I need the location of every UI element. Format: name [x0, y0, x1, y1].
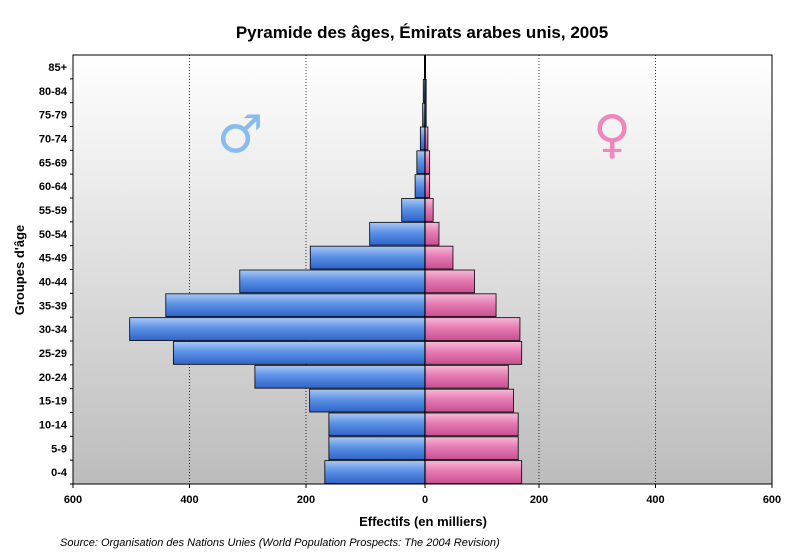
age-group-label: 55-59: [39, 205, 67, 217]
age-group-label: 0-4: [51, 467, 68, 479]
y-axis-label: Groupes d'âge: [12, 225, 27, 316]
female-bar-60-64: [424, 174, 431, 198]
chart-title: Pyramide des âges, Émirats arabes unis, …: [236, 23, 608, 42]
female-bar-5-9: [424, 436, 519, 461]
x-tick-label: 400: [646, 494, 664, 506]
age-group-label: 75-79: [39, 110, 67, 122]
male-bar-45-49: [309, 245, 426, 270]
male-bar-25-29: [172, 341, 426, 365]
female-bar-45-49: [424, 245, 454, 270]
age-group-label: 65-69: [39, 157, 67, 169]
age-group-label: 25-29: [39, 348, 67, 360]
female-symbol-icon: ♀: [593, 105, 631, 165]
male-bar-50-54: [369, 221, 426, 246]
male-symbol-icon: ♂: [217, 105, 264, 165]
male-bar-70-74: [419, 126, 426, 151]
x-tick-label: 400: [180, 494, 198, 506]
female-bar-15-19: [424, 388, 514, 413]
grid-lines: [189, 55, 656, 484]
x-tick-label: 600: [64, 494, 82, 506]
age-group-label: 50-54: [39, 229, 68, 241]
male-bar-15-19: [309, 388, 426, 413]
male-bar-10-14: [328, 412, 426, 437]
x-tick-label: 200: [530, 494, 548, 506]
age-group-label: 15-19: [39, 396, 67, 408]
male-bar-35-39: [165, 293, 426, 318]
male-bar-60-64: [414, 174, 426, 198]
source-note: Source: Organisation des Nations Unies (…: [60, 537, 500, 549]
age-group-label: 85+: [48, 62, 67, 74]
female-bar-20-24: [424, 364, 509, 389]
age-group-label: 45-49: [39, 253, 67, 265]
male-bar-0-4: [324, 460, 426, 484]
female-bar-30-34: [424, 317, 521, 341]
x-axis-ticks: 600 400 200 0 200 400 600: [64, 484, 781, 506]
age-group-label: 10-14: [39, 419, 68, 431]
age-group-label: 60-64: [39, 181, 68, 193]
female-bar-65-69: [424, 150, 431, 175]
x-tick-label: 600: [763, 494, 781, 506]
female-bar-55-59: [424, 198, 434, 222]
male-bar-55-59: [401, 198, 426, 222]
age-group-label: 80-84: [39, 86, 68, 98]
female-bar-40-44: [424, 269, 475, 294]
age-group-label: 40-44: [39, 276, 68, 288]
age-group-label: 70-74: [39, 133, 68, 145]
female-bar-35-39: [424, 293, 497, 318]
x-tick-label: 0: [422, 494, 428, 506]
male-bar-30-34: [129, 317, 426, 341]
male-bar-5-9: [328, 436, 426, 461]
female-bar-0-4: [424, 460, 523, 484]
male-bar-40-44: [239, 269, 426, 294]
female-bar-10-14: [424, 412, 519, 437]
age-group-label: 5-9: [51, 443, 67, 455]
x-axis-label: Effectifs (en milliers): [359, 514, 487, 529]
y-axis-ticks: 0-4 5-9 10-14 15-19 20-24 25-29 30-34 35-39 40-4…: [39, 62, 73, 485]
age-group-label: 20-24: [39, 372, 68, 384]
male-bar-65-69: [416, 150, 426, 175]
age-group-label: 30-34: [39, 324, 68, 336]
female-bar-25-29: [424, 341, 523, 365]
female-bar-50-54: [424, 221, 440, 246]
age-group-label: 35-39: [39, 300, 67, 312]
male-bar-20-24: [254, 364, 426, 389]
x-tick-label: 200: [297, 494, 315, 506]
